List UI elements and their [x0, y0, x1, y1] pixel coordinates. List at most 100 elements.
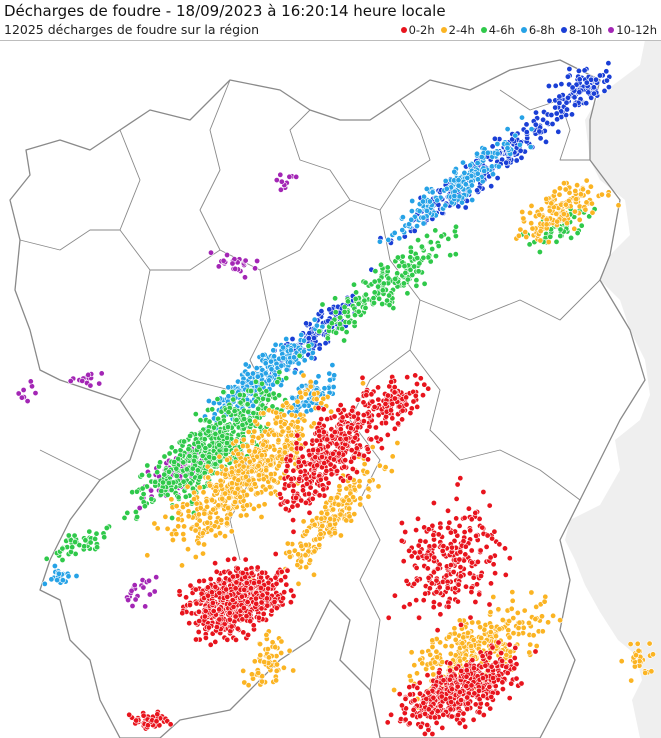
strike-dot [276, 392, 283, 399]
strike-dot [301, 402, 308, 409]
strike-dot [55, 570, 62, 577]
strike-dot [200, 550, 207, 557]
strike-dot [506, 617, 513, 624]
strike-dot [245, 428, 252, 435]
strike-dot [415, 268, 422, 275]
strike-dot [455, 711, 462, 718]
strike-dot [491, 135, 498, 142]
strike-dot [411, 263, 418, 270]
strike-dot [523, 234, 530, 241]
strike-dot [545, 83, 552, 90]
strike-dot [225, 393, 232, 400]
strike-dot [263, 388, 270, 395]
strike-dot [560, 180, 567, 187]
strike-dot [518, 114, 525, 121]
strike-dot [302, 390, 309, 397]
strike-dot [463, 683, 470, 690]
strike-dot [309, 349, 316, 356]
strike-dot [411, 662, 418, 669]
strike-dot [205, 428, 212, 435]
strike-dot [563, 99, 570, 106]
strike-dot [588, 94, 595, 101]
strike-dot [195, 628, 202, 635]
strike-dot [231, 408, 238, 415]
strike-dot [316, 492, 323, 499]
strike-dot [209, 497, 216, 504]
strike-dot [192, 411, 199, 418]
strike-dot [515, 232, 522, 239]
outside-region [565, 40, 661, 738]
strike-dot [251, 448, 258, 455]
strike-dot [326, 370, 333, 377]
strike-dot [248, 671, 255, 678]
strike-dot [298, 383, 305, 390]
strike-dot [271, 431, 278, 438]
strike-dot [343, 485, 350, 492]
strike-dot [587, 183, 594, 190]
strike-dot [255, 434, 262, 441]
strike-dot [517, 147, 524, 154]
strike-dot [148, 487, 155, 494]
strike-dot [322, 340, 329, 347]
strike-dot [499, 679, 506, 686]
strike-dot [413, 223, 420, 230]
legend-label: 8-10h [568, 23, 603, 37]
strike-dot [562, 186, 569, 193]
strike-dot [538, 613, 545, 620]
strike-dot [305, 342, 312, 349]
strike-dot [348, 458, 355, 465]
strike-dot [291, 369, 298, 376]
strike-dot [301, 357, 308, 364]
legend-dot-icon [480, 27, 487, 33]
legend-dot-icon [440, 27, 447, 33]
strike-dot [424, 722, 431, 729]
strike-dot [391, 686, 398, 693]
strike-dot [179, 610, 186, 617]
strike-dot [310, 335, 317, 342]
strike-dot [373, 434, 380, 441]
strike-dot [157, 459, 164, 466]
strike-dot [290, 482, 297, 489]
strike-dot [164, 525, 171, 532]
strike-dot [394, 439, 401, 446]
strike-dot [368, 391, 375, 398]
strike-dot [601, 87, 608, 94]
strike-dot [166, 468, 173, 475]
strike-dot [283, 335, 290, 342]
strike-dot [302, 440, 309, 447]
strike-dot [288, 404, 295, 411]
strike-dot [207, 576, 214, 583]
strike-dot [583, 79, 590, 86]
strike-dot [275, 462, 282, 469]
strike-dot [574, 230, 581, 237]
strike-dot [495, 606, 502, 613]
strike-dot [65, 573, 72, 580]
strike-dot [355, 300, 362, 307]
strike-dot [646, 640, 653, 647]
strike-dot [461, 169, 468, 176]
strike-dot [191, 496, 198, 503]
strike-dot [253, 398, 260, 405]
strike-dot [256, 386, 263, 393]
strike-dot [311, 390, 318, 397]
strike-dot [399, 227, 406, 234]
strike-dot [548, 112, 555, 119]
strike-dot [386, 301, 393, 308]
strike-dot [527, 641, 534, 648]
strike-dot [388, 711, 395, 718]
strike-dot [423, 232, 430, 239]
strike-dot [263, 467, 270, 474]
strike-dot [316, 345, 323, 352]
strike-dot [242, 556, 249, 563]
lightning-map[interactable] [0, 40, 661, 738]
dept-border [19, 229, 120, 251]
strike-dot [435, 669, 442, 676]
strike-dot [408, 216, 415, 223]
strike-dot [508, 680, 515, 687]
strike-dot [320, 406, 327, 413]
strike-dot [270, 347, 277, 354]
strike-dot [216, 616, 223, 623]
strike-dot [465, 700, 472, 707]
strike-dot [585, 189, 592, 196]
strike-dot [283, 375, 290, 382]
